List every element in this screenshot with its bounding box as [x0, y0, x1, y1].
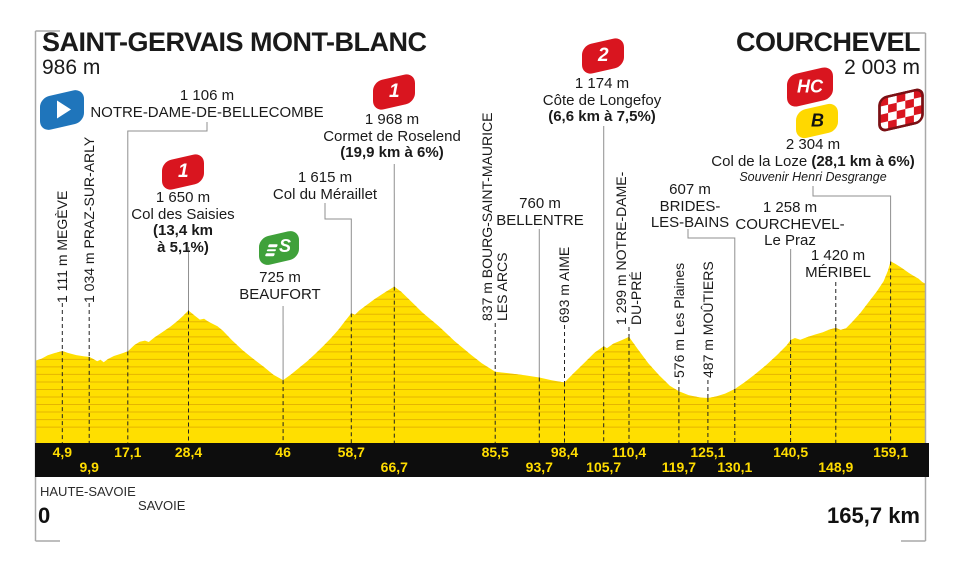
- elevation-text: 1 420 m: [810, 247, 866, 264]
- km-marker: 66,7: [380, 459, 408, 475]
- label-col-de-la-loze: 2 304 m Col de la Loze (28,1 km à 6%) So…: [711, 136, 915, 185]
- finish-title-block: COURCHEVEL 2 003 m: [735, 27, 921, 79]
- place-name: Le Praz: [764, 232, 816, 249]
- km-marker: 130,1: [717, 459, 753, 475]
- label-cormet-de-roselend: 1 968 m Cormet de Roselend (19,9 km à 6%…: [323, 111, 461, 162]
- badge-label: B: [810, 110, 824, 131]
- place-name: Cormet de Roselend: [323, 127, 461, 145]
- place-name: 1 034 m PRAZ-SUR-ARLY: [81, 136, 97, 303]
- climb-stats: (6,6 km à 7,5%): [548, 108, 656, 125]
- place-name: LES-BAINS: [650, 214, 730, 231]
- elevation-text: 607 m: [669, 181, 711, 198]
- km-marker: 98,4: [550, 444, 579, 460]
- label-cote-de-longefoy: 1 174 m Côte de Longefoy (6,6 km à 7,5%): [542, 75, 662, 126]
- place-name: BEAUFORT: [239, 285, 321, 303]
- place-name: 1 299 m NOTRE-DAME-: [613, 171, 629, 325]
- km-marker: 46: [275, 444, 291, 460]
- badge-label: 1: [388, 81, 400, 103]
- km-marker: 4,9: [52, 444, 73, 460]
- place-name: BELLENTRE: [496, 211, 584, 229]
- label-beaufort: 725 m BEAUFORT: [239, 269, 321, 303]
- bonus-badge-loze: B: [796, 101, 838, 141]
- label-col-des-saisies: 1 650 m Col des Saisies (13,4 km à 5,1%): [131, 189, 235, 256]
- badge-label: S: [278, 236, 291, 257]
- label-meribel: 1 420 m MÉRIBEL: [805, 247, 871, 281]
- elevation-text: 2 304 m: [785, 136, 841, 153]
- place-name: 487 m MOÛTIERS: [700, 261, 716, 378]
- climb-cat1-badge-saisies: 1: [162, 152, 204, 192]
- km-marker: 85,5: [481, 444, 509, 460]
- speed-lines-icon: [264, 242, 278, 257]
- badge-label: 2: [597, 45, 609, 67]
- finish-city-title: COURCHEVEL: [735, 27, 921, 57]
- place-name: NOTRE-DAME-DE-BELLECOMBE: [90, 103, 324, 121]
- tribute-text: Souvenir Henri Desgrange: [739, 170, 887, 184]
- place-name: COURCHEVEL-: [735, 215, 845, 233]
- elevation-text: 760 m: [519, 195, 561, 212]
- label-col-du-meraillet: 1 615 m Col du Méraillet: [272, 169, 378, 203]
- elevation-text: 1 968 m: [364, 111, 420, 128]
- sprint-badge-beaufort: S: [259, 228, 299, 268]
- start-elevation: 986 m: [42, 56, 101, 79]
- play-triangle-icon: [57, 100, 71, 119]
- elevation-text: 1 174 m: [574, 75, 630, 92]
- km-marker: 58,7: [337, 444, 365, 460]
- elevation-text: 1 106 m: [179, 87, 235, 104]
- elevation-text: 1 258 m: [762, 199, 818, 216]
- km-marker: 28,4: [174, 444, 203, 460]
- distance-bar: 4,9 17,1 28,4 46 58,7 85,5 98,4 110,4 125,1 140,5…: [35, 443, 929, 477]
- region-haute-savoie: HAUTE-SAVOIE: [40, 484, 136, 499]
- place-name: Col des Saisies: [131, 205, 235, 223]
- place-name: MÉRIBEL: [805, 263, 871, 281]
- km-marker: 119,7: [661, 459, 697, 475]
- climb-cat2-badge-longefoy: 2: [582, 36, 624, 76]
- start-title-block: SAINT-GERVAIS MONT-BLANC 986 m: [42, 28, 427, 79]
- climb-stats: (28,1 km à 6%): [811, 152, 915, 170]
- place-name: 837 m BOURG-SAINT-MAURICE: [479, 112, 495, 321]
- label-brides-les-bains: 607 m BRIDES- LES-BAINS: [650, 181, 730, 232]
- start-km-label: 0: [38, 503, 51, 528]
- km-marker: 140,5: [773, 444, 809, 460]
- badge-label: 1: [177, 161, 189, 183]
- km-marker: 105,7: [586, 459, 622, 475]
- start-city-title: SAINT-GERVAIS MONT-BLANC: [42, 27, 427, 57]
- finish-checkered-flag-icon: [878, 88, 924, 132]
- total-distance-label: 165,7 km: [827, 503, 920, 528]
- region-savoie: SAVOIE: [138, 498, 186, 513]
- km-marker: 110,4: [611, 444, 647, 460]
- km-marker: 17,1: [114, 444, 142, 460]
- km-marker: 159,1: [873, 444, 909, 460]
- km-marker: 9,9: [79, 459, 99, 475]
- finish-elevation: 2 003 m: [844, 56, 920, 79]
- climb-stats: à 5,1%): [157, 238, 209, 256]
- km-marker: 148,9: [818, 459, 854, 475]
- elevation-text: 725 m: [259, 269, 301, 286]
- place-name: 576 m Les Plaines: [671, 262, 687, 378]
- climb-stats: (13,4 km: [152, 222, 214, 239]
- place-name: Col du Méraillet: [272, 185, 378, 203]
- place-name: 1 111 m MEGÈVE: [54, 190, 70, 303]
- start-flag-icon: [40, 87, 84, 133]
- place-name: Col de la Loze: [711, 152, 812, 170]
- label-courchevel-le-praz: 1 258 m COURCHEVEL- Le Praz: [735, 199, 845, 250]
- place-name: LES ARCS: [494, 252, 510, 321]
- elevation-text: 1 650 m: [155, 189, 211, 206]
- place-name: 693 m AIME: [556, 246, 572, 323]
- label-bellentre: 760 m BELLENTRE: [496, 195, 584, 229]
- badge-label: HC: [797, 76, 823, 97]
- place-name: DU-PRÉ: [628, 271, 644, 325]
- km-marker: 93,7: [525, 459, 553, 475]
- climb-stats: (19,9 km à 6%): [340, 144, 444, 161]
- label-notre-dame-de-bellecombe: 1 106 m NOTRE-DAME-DE-BELLECOMBE: [90, 87, 324, 121]
- place-name: Côte de Longefoy: [542, 91, 662, 109]
- km-marker: 125,1: [690, 444, 726, 460]
- place-name: BRIDES-: [659, 197, 721, 215]
- elevation-text: 1 615 m: [297, 169, 353, 186]
